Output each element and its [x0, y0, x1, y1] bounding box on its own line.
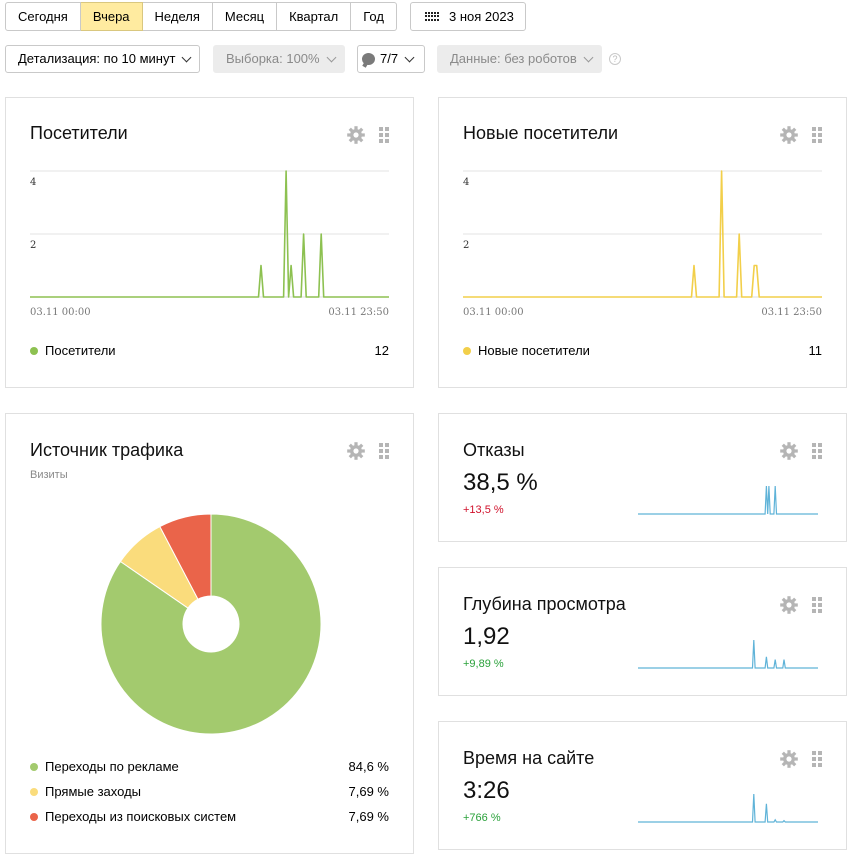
gear-icon[interactable] [780, 442, 798, 460]
x-tick-start: 03.11 00:00 [30, 307, 91, 318]
traffic-pie-chart [100, 513, 322, 735]
pie-slice-3 [159, 513, 212, 600]
legend-label: Новые посетители [478, 343, 590, 358]
x-tick-start: 03.11 00:00 [463, 307, 524, 318]
chevron-down-icon [404, 52, 415, 62]
legend-value: 7,69 % [348, 784, 389, 799]
y-tick-label: 4 [30, 177, 36, 188]
legend-value: 84,6 % [348, 759, 389, 774]
calendar-icon [425, 11, 439, 22]
time-on-site-card: Время на сайте 3:26 +766 % [438, 721, 847, 850]
visitors-chart: 4 2 03.11 00:00 03.11 23:50 [30, 170, 389, 318]
drag-handle-icon[interactable] [812, 127, 822, 143]
bounce-card: Отказы 38,5 % +13,5 % [438, 413, 847, 542]
card-title: Отказы [463, 440, 525, 460]
period-week-button[interactable]: Неделя [142, 2, 213, 31]
drag-handle-icon[interactable] [379, 443, 389, 459]
period-year-button[interactable]: Год [351, 2, 397, 31]
chevron-down-icon [583, 52, 594, 62]
legend-label: Прямые заходы [45, 784, 142, 799]
gear-icon[interactable] [780, 750, 798, 768]
bounce-sparkline [638, 485, 818, 515]
pie-legend-row: Переходы из поисковых систем 7,69 % [30, 809, 389, 824]
legend-value: 7,69 % [348, 809, 389, 824]
detail-dropdown[interactable]: Детализация: по 10 минут [5, 45, 200, 73]
legend-row: Новые посетители 11 [463, 343, 822, 358]
metric-value: 38,5 % [463, 469, 538, 496]
legend-row: Посетители 12 [30, 343, 389, 358]
legend-dot [30, 812, 38, 821]
time-sparkline [638, 793, 818, 823]
legend-total: 11 [808, 343, 823, 358]
visitors-series-line [30, 170, 389, 298]
period-today-button[interactable]: Сегодня [5, 2, 81, 31]
period-selector: Сегодня Вчера Неделя Месяц Квартал Год [5, 2, 397, 31]
metric-delta: +9,89 % [463, 658, 504, 670]
x-tick-end: 03.11 23:50 [328, 307, 389, 318]
pie-legend-row: Переходы по рекламе 84,6 % [30, 759, 389, 774]
speech-bubble-icon [362, 53, 375, 65]
detail-label: Детализация: по 10 минут [18, 51, 176, 66]
traffic-source-card: Источник трафика Визиты Переходы по рекл… [5, 413, 414, 854]
legend-dot [30, 346, 38, 355]
data-dropdown[interactable]: Данные: без роботов [437, 45, 602, 73]
attribution-dropdown[interactable]: 7/7 [357, 45, 425, 73]
card-title: Посетители [30, 123, 128, 143]
drag-handle-icon[interactable] [812, 751, 822, 767]
metric-delta: +13,5 % [463, 504, 504, 516]
drag-handle-icon[interactable] [812, 597, 822, 613]
metric-delta: +766 % [463, 812, 501, 824]
legend-label: Переходы по рекламе [45, 759, 179, 774]
card-title: Время на сайте [463, 748, 595, 768]
legend-dot [30, 787, 38, 796]
pie-slice-1 [100, 513, 322, 735]
x-tick-end: 03.11 23:50 [761, 307, 822, 318]
help-icon[interactable]: ? [609, 53, 621, 65]
sparkline-series [638, 793, 818, 823]
chevron-down-icon [181, 52, 192, 62]
drag-handle-icon[interactable] [812, 443, 822, 459]
legend-label: Переходы из поисковых систем [45, 809, 237, 824]
legend-total: 12 [374, 343, 389, 358]
gear-icon[interactable] [347, 126, 365, 144]
metric-value: 3:26 [463, 777, 510, 804]
gear-icon[interactable] [780, 126, 798, 144]
period-month-button[interactable]: Месяц [212, 2, 278, 31]
card-title: Новые посетители [463, 123, 619, 143]
chevron-down-icon [326, 52, 337, 62]
sample-label: Выборка: 100% [226, 51, 320, 66]
sparkline-series [638, 639, 818, 669]
new-visitors-chart: 4 2 03.11 00:00 03.11 23:50 [463, 170, 822, 318]
data-label: Данные: без роботов [450, 51, 577, 66]
sparkline-series [638, 485, 818, 515]
y-tick-label: 2 [30, 240, 36, 251]
card-subtitle: Визиты [30, 469, 68, 481]
card-title: Глубина просмотра [463, 594, 626, 614]
period-quarter-button[interactable]: Квартал [277, 2, 352, 31]
date-picker-button[interactable]: 3 ноя 2023 [410, 2, 526, 31]
metric-value: 1,92 [463, 623, 510, 650]
new-visitors-series-line [463, 170, 822, 298]
attribution-label: 7/7 [380, 51, 399, 66]
depth-card: Глубина просмотра 1,92 +9,89 % [438, 567, 847, 696]
legend-dot [463, 346, 471, 355]
period-yesterday-button[interactable]: Вчера [80, 2, 143, 31]
y-tick-label: 2 [463, 240, 469, 251]
legend-label: Посетители [45, 343, 116, 358]
drag-handle-icon[interactable] [379, 127, 389, 143]
gear-icon[interactable] [780, 596, 798, 614]
legend-dot [30, 762, 38, 771]
visitors-card: Посетители 4 2 03.11 00:00 03.11 23:50 Посе… [5, 97, 414, 388]
gear-icon[interactable] [347, 442, 365, 460]
card-title: Источник трафика [30, 440, 184, 460]
date-label: 3 ноя 2023 [449, 9, 514, 24]
depth-sparkline [638, 639, 818, 669]
pie-legend-row: Прямые заходы 7,69 % [30, 784, 389, 799]
sample-dropdown[interactable]: Выборка: 100% [213, 45, 345, 73]
y-tick-label: 4 [463, 177, 469, 188]
new-visitors-card: Новые посетители 4 2 03.11 00:00 03.11 23:5… [438, 97, 847, 388]
